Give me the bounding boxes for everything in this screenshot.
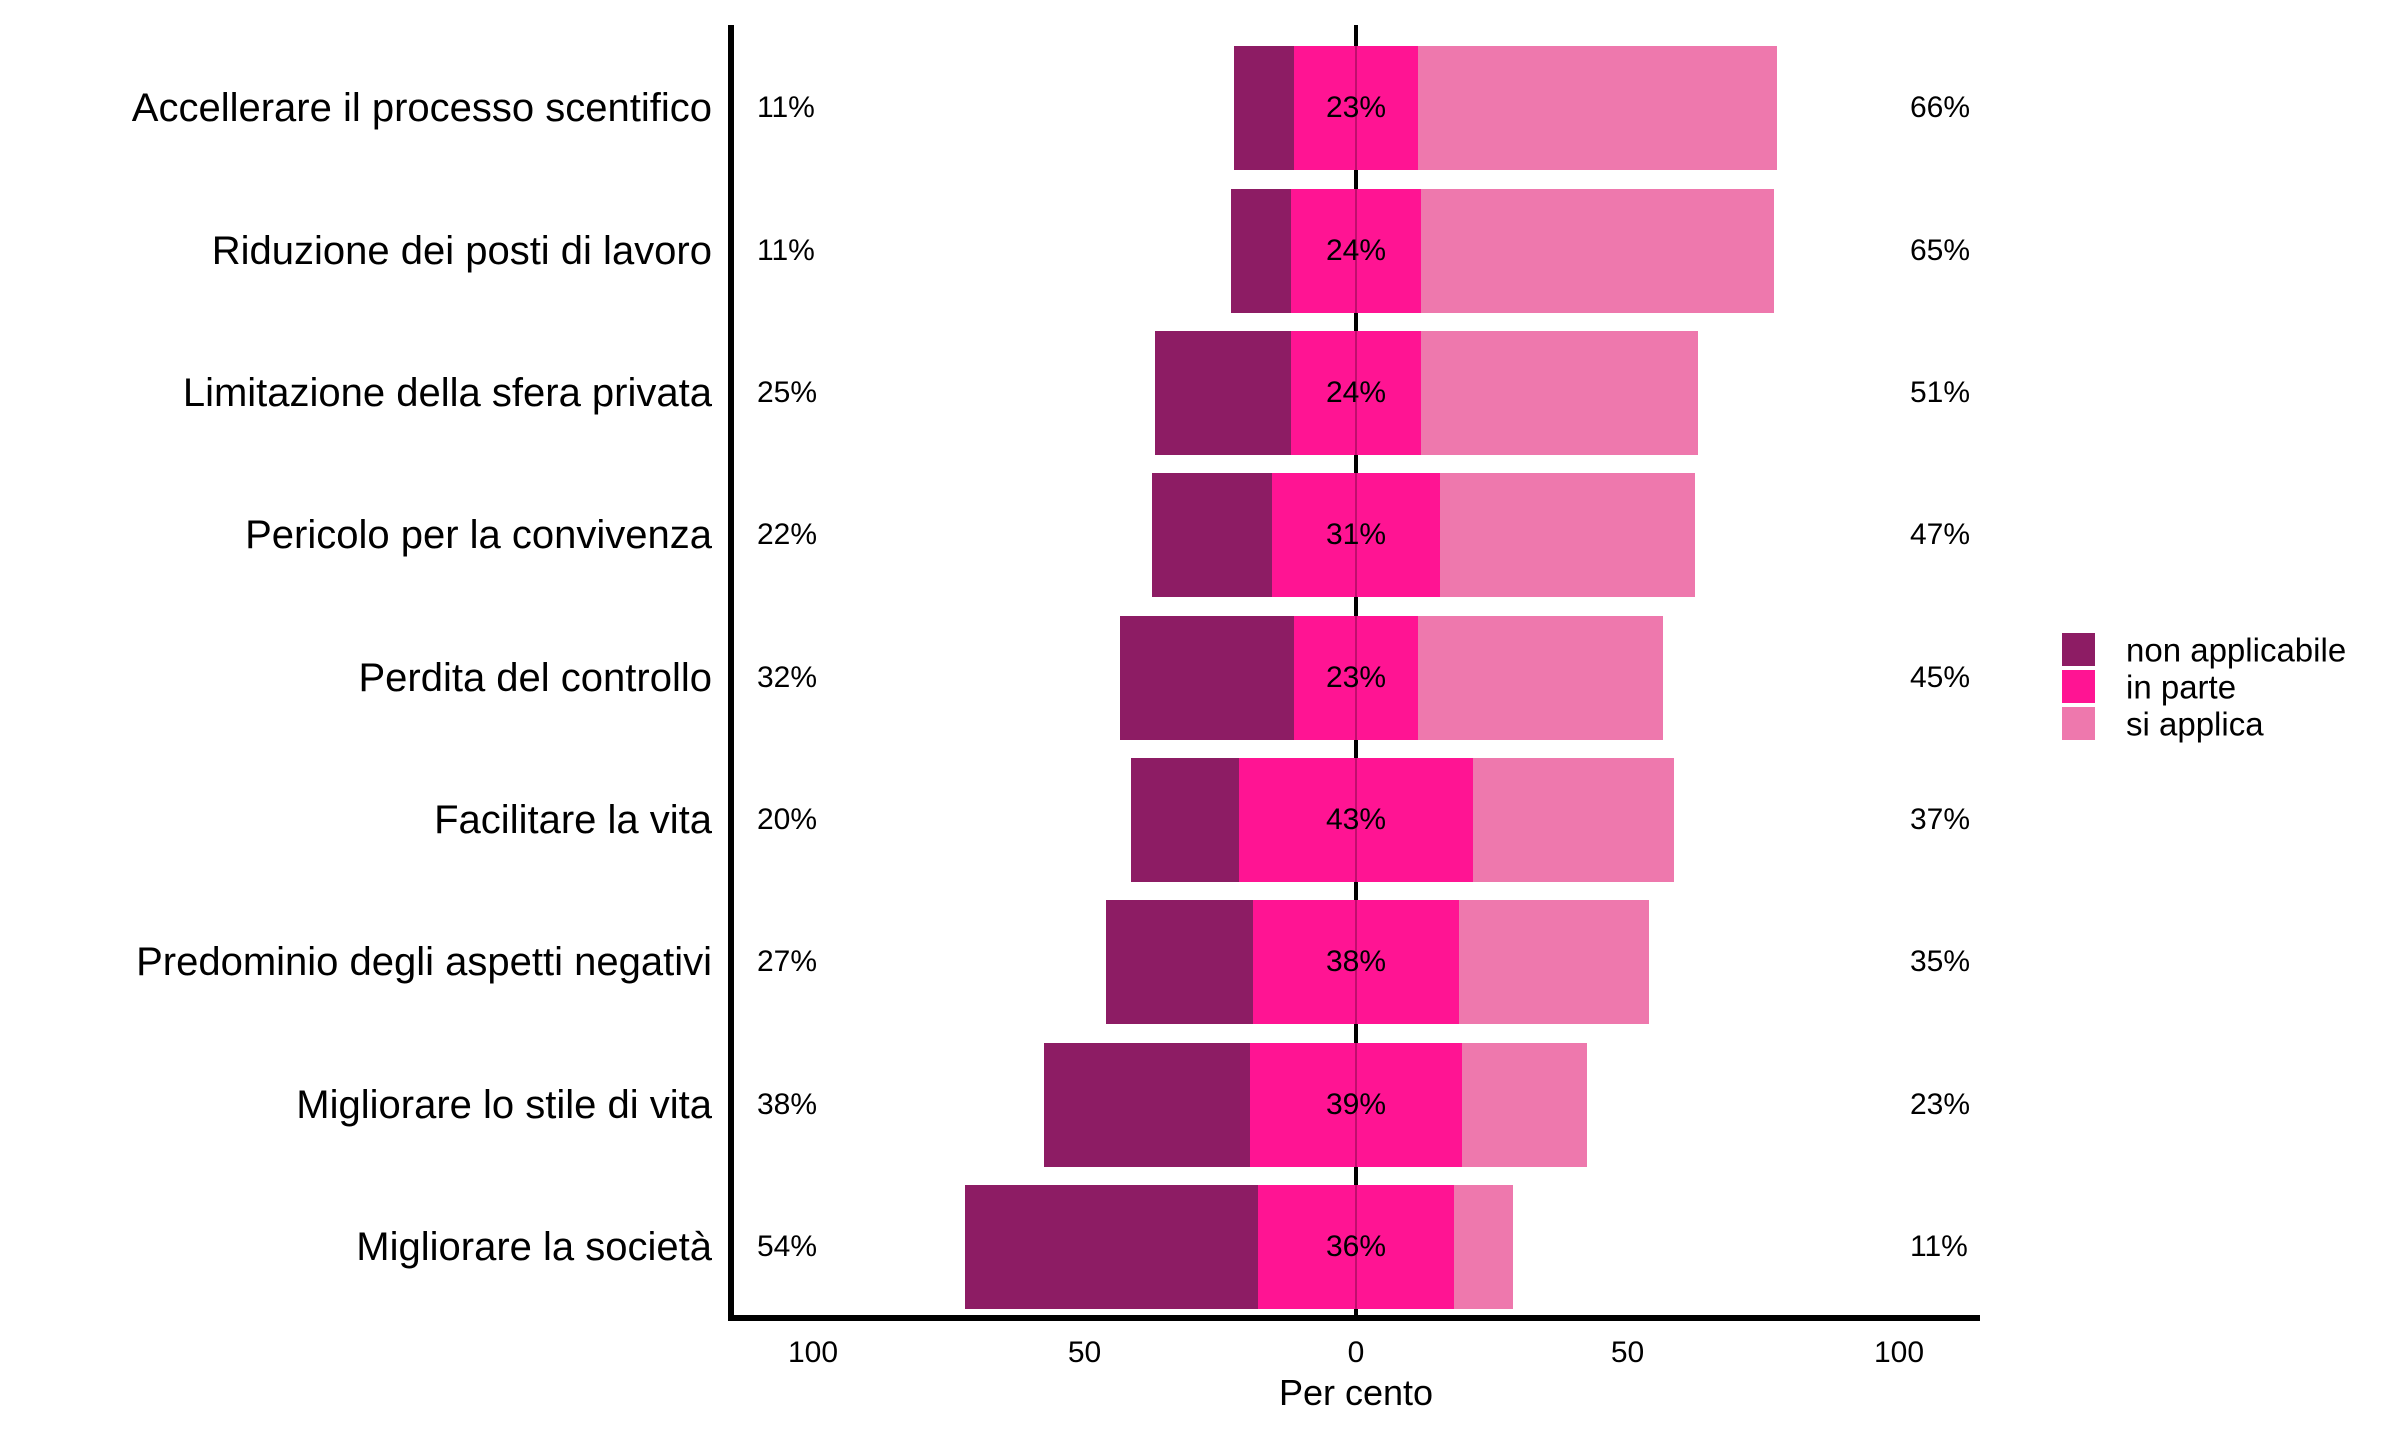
bar-segment-in-parte xyxy=(1293,615,1419,740)
bar-segment-si-applica xyxy=(1418,46,1777,171)
center-percent-label: 24% xyxy=(1325,375,1387,409)
bar-segment-non-applicabile xyxy=(1043,1042,1251,1167)
category-label: Perdita del controllo xyxy=(358,655,712,700)
category-label: Limitazione della sfera privata xyxy=(182,370,712,415)
legend-entry: si applica xyxy=(2062,705,2400,742)
bar-segment-non-applicabile xyxy=(1152,473,1272,598)
right-percent-label: 51% xyxy=(1910,375,1971,409)
center-percent-label: 39% xyxy=(1325,1087,1387,1121)
bar-segment-si-applica xyxy=(1472,757,1674,882)
legend-entry-label: in parte xyxy=(2126,668,2237,705)
legend-entry: in parte xyxy=(2062,668,2400,705)
legend-color-swatch xyxy=(2062,670,2095,703)
right-percent-label: 11% xyxy=(1910,1230,1968,1263)
center-percent-label: 23% xyxy=(1325,660,1387,694)
x-tick-label: 100 xyxy=(787,1336,839,1369)
zero-line-overlay xyxy=(1355,46,1357,1318)
right-percent-label: 65% xyxy=(1910,233,1971,267)
left-percent-label: 25% xyxy=(757,375,818,409)
bar-segment-si-applica xyxy=(1440,473,1696,598)
category-label: Migliorare la società xyxy=(356,1225,712,1269)
legend-color-swatch xyxy=(2062,633,2095,666)
center-percent-label: 38% xyxy=(1325,945,1387,979)
right-percent-label: 45% xyxy=(1910,660,1971,694)
x-axis-title: Per cento xyxy=(1278,1372,1434,1413)
bar-segment-in-parte xyxy=(1293,46,1419,171)
center-percent-label: 43% xyxy=(1325,802,1387,836)
x-tick-label: 50 xyxy=(1610,1336,1645,1369)
bar-segment-non-applicabile xyxy=(1155,330,1291,455)
category-label: Accellerare il processo scentifico xyxy=(131,86,712,131)
left-percent-label: 20% xyxy=(757,802,818,836)
right-percent-label: 66% xyxy=(1910,91,1971,125)
left-percent-label: 11% xyxy=(757,91,815,125)
bar-segment-non-applicabile xyxy=(1130,757,1240,882)
x-axis-line xyxy=(728,1315,1980,1321)
y-axis-line xyxy=(728,25,734,1318)
left-percent-label: 22% xyxy=(757,518,818,552)
bar-segment-in-parte xyxy=(1239,757,1473,882)
legend: non applicabile in parte si applica xyxy=(2062,631,2400,773)
center-percent-label: 24% xyxy=(1325,233,1387,267)
bar-segment-si-applica xyxy=(1453,1185,1514,1309)
legend-color-swatch xyxy=(2062,707,2095,740)
bar-segment-in-parte xyxy=(1290,188,1422,313)
bar-segment-non-applicabile xyxy=(1233,46,1294,171)
left-percent-label: 11% xyxy=(757,233,815,267)
bar-segment-in-parte xyxy=(1271,473,1441,598)
right-percent-label: 35% xyxy=(1910,945,1971,979)
x-tick-label: 0 xyxy=(1347,1336,1365,1369)
bar-segment-non-applicabile xyxy=(1119,615,1294,740)
left-percent-label: 38% xyxy=(757,1087,818,1121)
category-label: Migliorare lo stile di vita xyxy=(296,1082,712,1127)
x-tick-label: 100 xyxy=(1873,1336,1925,1369)
category-label: Predominio degli aspetti negativi xyxy=(136,940,712,985)
right-percent-label: 23% xyxy=(1910,1087,1971,1121)
left-percent-label: 27% xyxy=(757,945,818,979)
bar-segment-non-applicabile xyxy=(1231,188,1291,313)
bar-segment-si-applica xyxy=(1421,330,1699,455)
right-percent-label: 47% xyxy=(1910,518,1971,552)
center-percent-label: 36% xyxy=(1325,1230,1387,1263)
bar-segment-in-parte xyxy=(1252,900,1460,1025)
category-label: Riduzione dei posti di lavoro xyxy=(211,228,712,273)
bar-segment-non-applicabile xyxy=(965,1185,1259,1309)
right-percent-label: 37% xyxy=(1910,802,1971,836)
bar-segment-in-parte xyxy=(1250,1042,1462,1167)
bar-segment-non-applicabile xyxy=(1106,900,1253,1025)
left-percent-label: 32% xyxy=(757,660,818,694)
bar-segment-si-applica xyxy=(1461,1042,1587,1167)
bar-segment-in-parte xyxy=(1258,1185,1454,1309)
legend-entry-label: non applicabile xyxy=(2126,631,2347,668)
category-label: Pericolo per la convivenza xyxy=(245,513,712,558)
bar-segment-si-applica xyxy=(1459,900,1650,1025)
left-percent-label: 54% xyxy=(757,1230,818,1263)
center-percent-label: 23% xyxy=(1325,91,1387,125)
x-tick-label: 50 xyxy=(1067,1336,1102,1369)
bar-segment-in-parte xyxy=(1290,330,1422,455)
bar-segment-si-applica xyxy=(1418,615,1663,740)
legend-entry: non applicabile xyxy=(2062,631,2400,668)
center-percent-label: 31% xyxy=(1325,518,1387,552)
legend-entry-label: si applica xyxy=(2126,705,2264,742)
category-label: Facilitare la vita xyxy=(434,797,712,842)
bar-segment-si-applica xyxy=(1421,188,1775,313)
